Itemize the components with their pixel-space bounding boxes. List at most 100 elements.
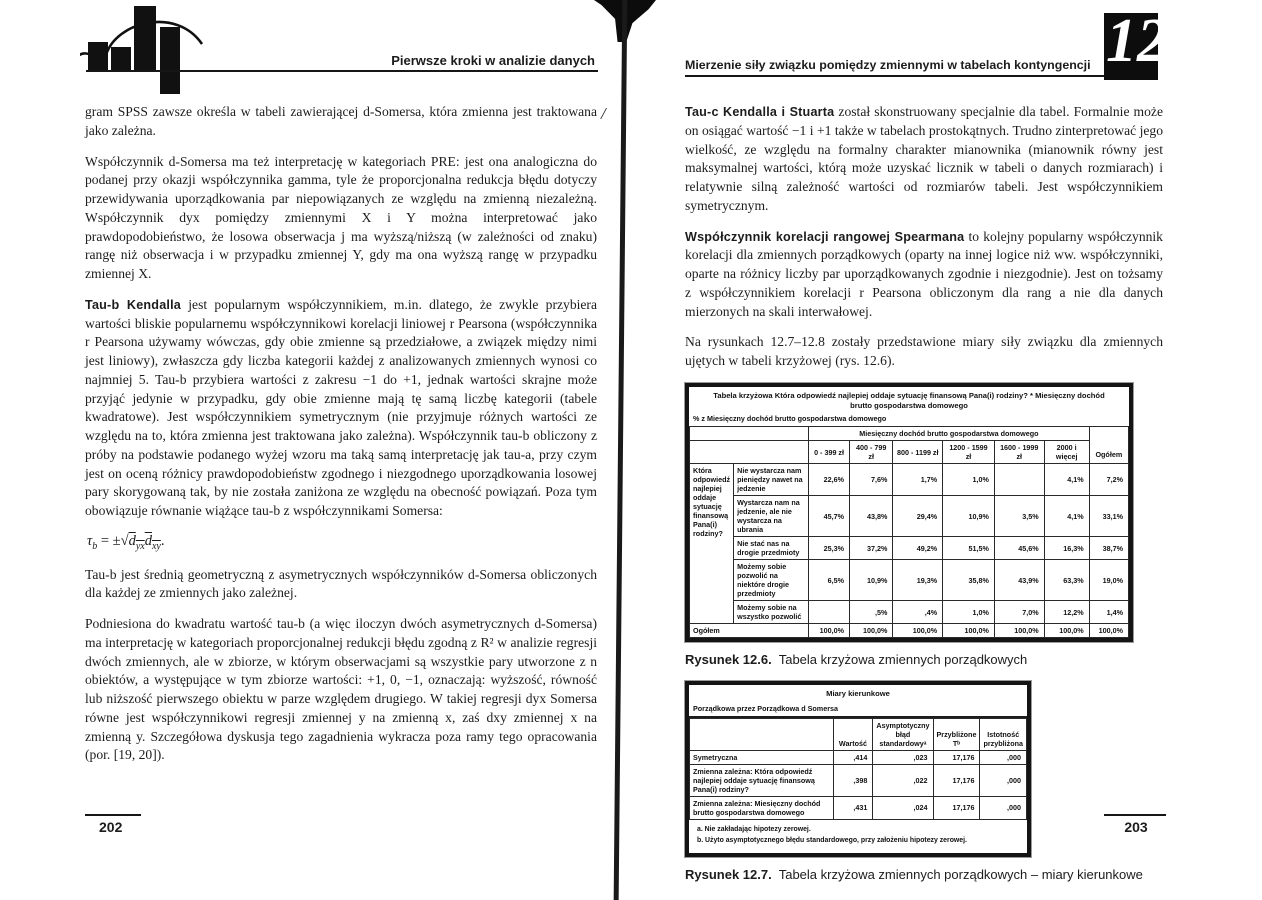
cell-value: 100,0% — [808, 623, 850, 639]
row-label: Możemy sobie na wszystko pozwolić — [733, 600, 810, 625]
left-header-rule — [86, 70, 598, 72]
cell-value: ,000 — [979, 749, 1027, 765]
figure-crosstab-12-6: Tabela krzyżowa Która odpowiedź najlepie… — [685, 382, 1133, 643]
column-header: 400 - 799 zł — [848, 440, 894, 465]
left-pagenum-rule — [85, 814, 141, 816]
cell-value: 43,8% — [848, 495, 894, 538]
cell-value: 100,0% — [848, 623, 894, 639]
paragraph: Tau-b jest średnią geometryczną z asymet… — [85, 566, 597, 601]
row-label: Zmienna zależna: Miesięczny dochód brutt… — [689, 795, 834, 820]
cell-value: ,5% — [848, 600, 894, 625]
cell-value: 19,3% — [892, 559, 944, 602]
cell-value: 22,6% — [808, 463, 850, 497]
paragraph: Podniesiona do kwadratu wartość tau-b (a… — [85, 616, 597, 763]
cell-total: 38,7% — [1088, 536, 1130, 561]
column-header: 1600 - 1999 zł — [993, 440, 1045, 465]
formula-operator: = ± — [97, 532, 121, 549]
row-label: Wystarcza nam na jedzenie, ale nie wysta… — [733, 495, 810, 538]
cell-total: 33,1% — [1088, 495, 1130, 538]
crosstab-title: Tabela krzyżowa Która odpowiedź najlepie… — [713, 390, 1105, 410]
paragraph-text: został skonstruowany specjalnie dla tabe… — [685, 104, 1163, 213]
row-label: Nie stać nas na drogie przedmioty — [733, 536, 810, 561]
page-gutter-line — [613, 0, 628, 900]
cell-value: 51,5% — [942, 536, 995, 561]
cell-value: 10,9% — [942, 495, 995, 538]
right-header-rule — [685, 75, 1104, 77]
row-label: Nie wystarcza nam pieniędzy nawet na jed… — [733, 463, 810, 497]
figure-12-6-caption: Rysunek 12.6. Tabela krzyżowa zmiennych p… — [685, 652, 1163, 667]
row-label: Zmienna zależna: Która odpowiedź najlepi… — [689, 763, 834, 797]
column-header: 2000 i więcej — [1043, 440, 1090, 465]
cell-value: 25,3% — [808, 536, 850, 561]
table-row: Zmienna zależna: Miesięczny dochód brutt… — [689, 795, 1027, 820]
tau-b-somers-formula: τb = ±√dyxdxy. — [87, 533, 597, 552]
cell-value: 4,1% — [1043, 495, 1090, 538]
left-page-text-column: gram SPSS zawsze określa w tabeli zawier… — [85, 103, 597, 777]
cell-value: 17,176 — [932, 749, 981, 765]
column-header: 0 - 399 zł — [808, 440, 850, 465]
cell-total: 100,0% — [1088, 623, 1130, 639]
column-group-header: Miesięczny dochód brutto gospodarstwa do… — [808, 426, 1090, 442]
caption-label: Rysunek 12.7. — [685, 866, 772, 882]
table-total-row: Ogółem 100,0% 100,0% 100,0% 100,0% 100,0… — [688, 623, 1130, 639]
bar-chart-logo-icon — [80, 6, 204, 94]
left-page-number: 202 — [99, 819, 123, 835]
empty-cell — [689, 717, 834, 751]
right-page-text-column: Tau-c Kendalla i Stuarta został skonstru… — [685, 103, 1163, 896]
paragraph-text: to kolejny popularny współczynnik korela… — [685, 228, 1163, 319]
row-stub-header: Która odpowiedź najlepiej oddaje sytuacj… — [688, 463, 735, 625]
right-page-number: 203 — [1124, 819, 1148, 835]
cell-value: 100,0% — [1043, 623, 1090, 639]
formula-symbol: τ — [87, 532, 93, 549]
table-row: Zmienna zależna: Która odpowiedź najlepi… — [689, 763, 1027, 797]
formula-radicand: dyxdxy — [128, 532, 161, 552]
cell-value — [808, 600, 850, 625]
formula-subscript: b — [92, 540, 98, 552]
total-column-header: Ogółem — [1088, 426, 1130, 465]
cell-value: 100,0% — [993, 623, 1045, 639]
cell-value: 100,0% — [942, 623, 995, 639]
empty-cell — [688, 440, 810, 465]
formula-subscript: xy — [151, 540, 161, 552]
caption-text: Tabela krzyżowa zmiennych porządkowych — [778, 652, 1028, 668]
formula-var: d — [144, 532, 152, 549]
cell-value: ,398 — [832, 763, 874, 797]
cell-value: 7,0% — [993, 600, 1045, 625]
cell-value: 63,3% — [1043, 559, 1090, 602]
figure-12-7-caption: Rysunek 12.7. Tabela krzyżowa zmiennych p… — [685, 867, 1163, 882]
cell-value: 35,8% — [942, 559, 995, 602]
table-row: Możemy sobie pozwolić na niektóre drogie… — [690, 559, 1130, 602]
cell-value: 45,7% — [808, 495, 850, 538]
measures-table: Wartość Asymptotyczny błąd standardowyᵃ … — [689, 717, 1027, 820]
paragraph: Tau-b Kendalla jest popularnym współczyn… — [85, 296, 597, 521]
chapter-number: 12 — [1106, 7, 1168, 75]
formula-radical: √ — [120, 532, 129, 549]
paragraph: Na rysunkach 12.7–12.8 zostały przedstaw… — [685, 334, 1163, 368]
table-row: Symetryczna ,414 ,023 17,176 ,000 — [689, 749, 1027, 765]
cell-value: ,024 — [872, 795, 934, 820]
cell-value: 16,3% — [1043, 536, 1090, 561]
cell-value: ,4% — [892, 600, 944, 625]
footnote-b: b. Użyto asymptotycznego błędu standardo… — [697, 837, 967, 845]
total-row-label: Ogółem — [688, 623, 810, 639]
paragraph: gram SPSS zawsze określa w tabeli zawier… — [85, 104, 597, 138]
cell-value: 4,1% — [1043, 463, 1090, 497]
cell-value: 3,5% — [993, 495, 1045, 538]
cell-value: 1,0% — [942, 463, 995, 497]
column-header: Wartość — [832, 717, 874, 751]
cell-value: 1,7% — [892, 463, 944, 497]
column-header: Asymptotyczny błąd standardowyᵃ — [872, 717, 934, 751]
cell-value: ,000 — [979, 795, 1027, 820]
formula-var: d — [128, 532, 136, 549]
cell-value: 7,6% — [848, 463, 894, 497]
table-row: Nie stać nas na drogie przedmioty 25,3% … — [690, 536, 1130, 561]
cell-value: ,431 — [832, 795, 874, 820]
caption-text: Tabela krzyżowa zmiennych porządkowych –… — [778, 866, 1143, 882]
cell-value: 100,0% — [892, 623, 944, 639]
crosstab-table: Miesięczny dochód brutto gospodarstwa do… — [688, 426, 1130, 639]
measures-title: Miary kierunkowe — [826, 689, 890, 699]
cell-value: 6,5% — [808, 559, 850, 602]
table-row: Możemy sobie na wszystko pozwolić ,5% ,4… — [690, 600, 1130, 625]
cell-value: 12,2% — [1043, 600, 1090, 625]
